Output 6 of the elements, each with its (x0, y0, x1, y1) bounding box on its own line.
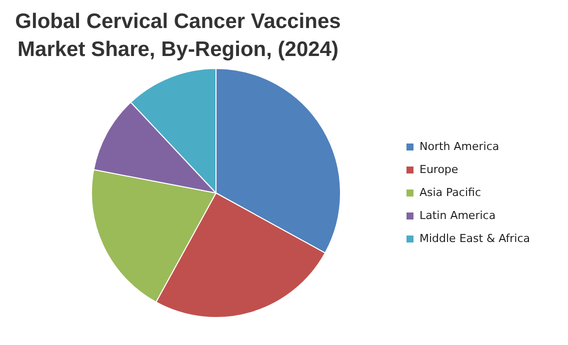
chart-title: Global Cervical Cancer Vaccines Market Share, By-Region, (2024) (14, 9, 342, 63)
legend-label: Asia Pacific (419, 186, 482, 199)
legend-label: Europe (419, 162, 458, 176)
legend-label: Latin America (419, 208, 496, 222)
legend-label: Middle East & Africa (419, 232, 530, 245)
legend-label: North America (419, 140, 500, 153)
